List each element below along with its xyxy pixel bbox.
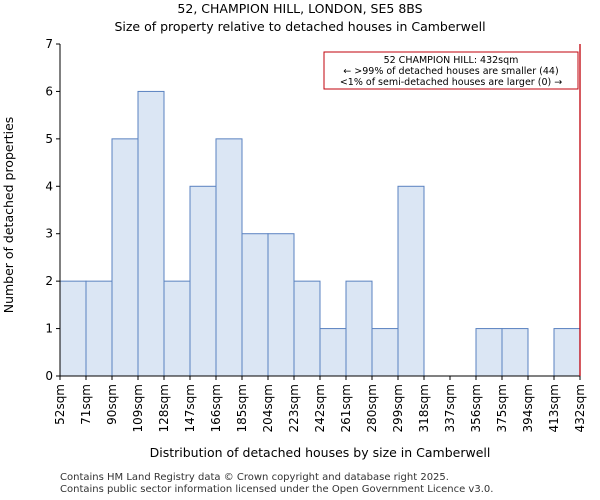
y-tick-label: 5: [45, 132, 53, 146]
x-tick-label: 299sqm: [391, 384, 405, 432]
x-tick-label: 432sqm: [573, 384, 587, 432]
bar-375sqm: [501, 328, 529, 377]
x-tick-label: 71sqm: [79, 384, 93, 425]
x-tick-label: 204sqm: [261, 384, 275, 432]
x-tick-label: 337sqm: [443, 384, 457, 432]
bars-group: [59, 90, 581, 377]
footer-licence: Contains public sector information licen…: [60, 484, 494, 495]
annotation-line: ← >99% of detached houses are smaller (4…: [343, 66, 558, 77]
x-tick-label: 318sqm: [417, 384, 431, 432]
bar-71sqm: [85, 280, 113, 377]
x-tick-label: 413sqm: [547, 384, 561, 432]
y-ticks-group: 0 1 2 3 4 5 6 7: [45, 37, 60, 383]
x-tick-label: 242sqm: [313, 384, 327, 432]
bar-242sqm: [319, 328, 347, 377]
bar-147sqm: [189, 185, 217, 377]
bar-356sqm: [475, 328, 503, 377]
x-tick-label: 223sqm: [287, 384, 301, 432]
y-tick-label: 1: [45, 322, 53, 336]
x-tick-label: 128sqm: [157, 384, 171, 432]
annotation-line: <1% of semi-detached houses are larger (…: [340, 77, 562, 88]
x-tick-label: 280sqm: [365, 384, 379, 432]
x-tick-label: 90sqm: [105, 384, 119, 425]
bar-280sqm: [371, 328, 399, 377]
y-tick-label: 7: [45, 37, 53, 51]
x-tick-label: 261sqm: [339, 384, 353, 432]
y-tick-label: 2: [45, 274, 53, 288]
annotation-rect: [323, 51, 579, 90]
x-tick-label: 394sqm: [521, 384, 535, 432]
x-tick-label: 147sqm: [183, 384, 197, 432]
x-tick-label: 375sqm: [495, 384, 509, 432]
bar-185sqm: [241, 233, 269, 377]
bar-413sqm: [553, 328, 581, 377]
y-tick-label: 6: [45, 84, 53, 98]
bar-52sqm: [59, 280, 87, 377]
x-tick-label: 356sqm: [469, 384, 483, 432]
bar-90sqm: [111, 138, 139, 377]
y-axis-label: Number of detached properties: [1, 117, 16, 314]
footer-copyright: Contains HM Land Registry data © Crown c…: [60, 472, 449, 483]
bar-109sqm: [137, 90, 165, 377]
bar-166sqm: [215, 138, 243, 377]
annotation-line: 52 CHAMPION HILL: 432sqm: [384, 55, 519, 66]
x-ticks-group: 52sqm 71sqm 90sqm 109sqm 128sqm 147sqm 166sqm 1…: [53, 376, 587, 432]
x-tick-label: 109sqm: [131, 384, 145, 432]
chart-subtitle: Size of property relative to detached ho…: [114, 19, 485, 34]
x-tick-label: 166sqm: [209, 384, 223, 432]
x-tick-label: 52sqm: [53, 384, 67, 425]
y-tick-label: 3: [45, 227, 53, 241]
bar-204sqm: [267, 233, 295, 377]
y-tick-label: 0: [45, 369, 53, 383]
chart-title: 52, CHAMPION HILL, LONDON, SE5 8BS: [177, 1, 422, 16]
bar-128sqm: [163, 280, 191, 377]
y-tick-label: 4: [45, 179, 53, 193]
bar-299sqm: [397, 185, 425, 377]
bar-261sqm: [345, 280, 373, 377]
annotation-box: 52 CHAMPION HILL: 432sqm ← >99% of detac…: [323, 51, 579, 90]
bar-223sqm: [293, 280, 321, 377]
x-tick-label: 185sqm: [235, 384, 249, 432]
x-axis-label: Distribution of detached houses by size …: [150, 445, 491, 460]
